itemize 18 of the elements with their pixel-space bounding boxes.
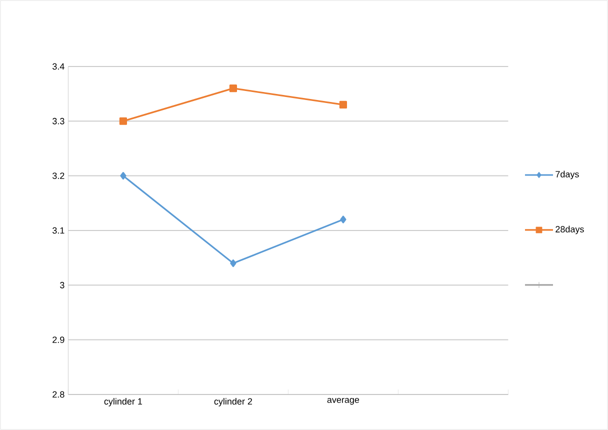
point [339,100,347,109]
point [120,172,126,180]
y-tick-label: 3.4 [52,63,64,70]
legend-label: 7days [556,170,579,180]
y-tick-label: 3.1 [52,227,64,234]
legend-label: 28days [556,226,584,234]
y-tick-label: 3 [60,282,64,288]
point [340,216,346,224]
y-tick-label: 2.9 [52,336,64,343]
point [119,117,128,125]
y-tick-label: 3.3 [52,118,64,124]
point [230,259,236,268]
x-tick-label: cylinder 1 [104,398,142,406]
y-tick-label: 2.8 [52,391,64,398]
x-tick-label: average [327,398,360,405]
point [229,84,237,92]
y-tick-label: 3.2 [52,172,64,179]
x-tick-label: cylinder 2 [214,398,252,406]
